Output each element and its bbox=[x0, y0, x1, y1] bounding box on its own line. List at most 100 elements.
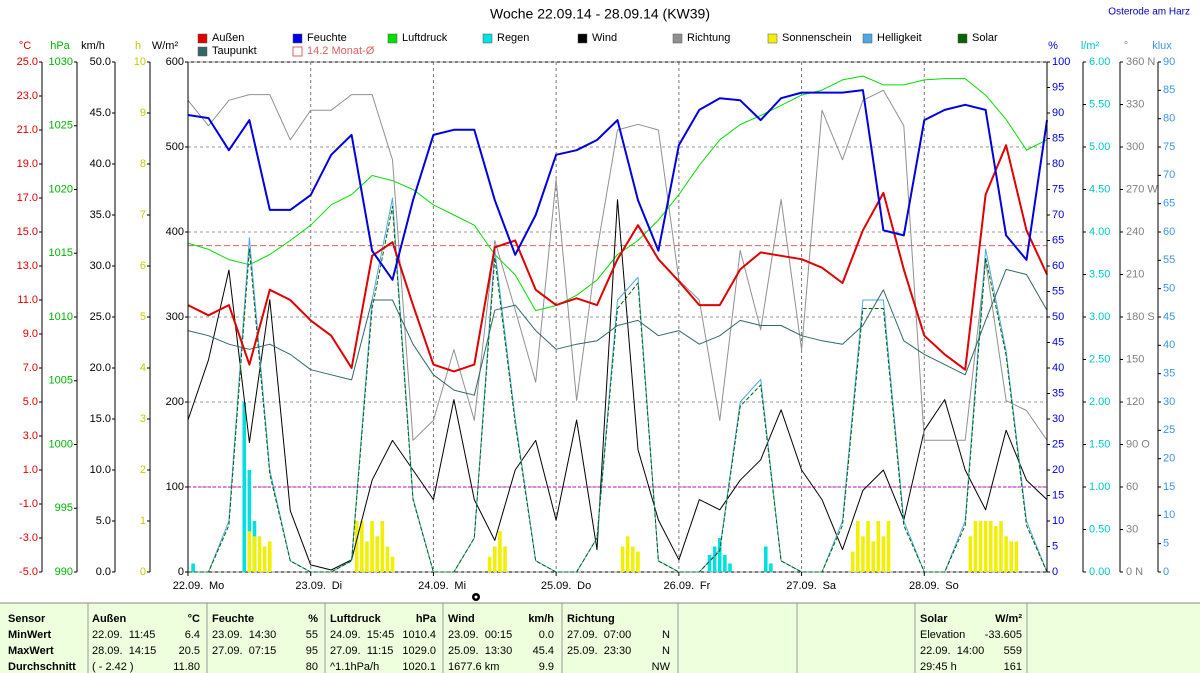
x-tick-label: 26.09. bbox=[664, 580, 695, 592]
axis-unit: °C bbox=[19, 40, 31, 52]
y-tick-label: 0 bbox=[1052, 566, 1058, 578]
y-tick-label: 60 bbox=[1126, 481, 1138, 493]
y-tick-label: 23.0 bbox=[17, 90, 38, 102]
y-tick-label: 240 bbox=[1126, 226, 1144, 238]
bar bbox=[354, 521, 359, 572]
y-tick-label: 200 bbox=[166, 396, 184, 408]
row-label: MaxWert bbox=[8, 645, 54, 657]
bar bbox=[707, 555, 712, 572]
y-tick-label: 50.0 bbox=[90, 56, 111, 68]
y-tick-label: 995 bbox=[55, 502, 73, 514]
y-tick-label: 25 bbox=[1052, 438, 1064, 450]
table-cell: 22.09. 11:45 bbox=[92, 629, 155, 641]
table-cell-value: 11.80 bbox=[173, 661, 200, 673]
bar bbox=[365, 541, 369, 572]
bar bbox=[268, 541, 272, 572]
table-cell: 23.09. 14:30 bbox=[212, 629, 276, 641]
y-tick-label: 1.00 bbox=[1089, 481, 1110, 493]
y-tick-label: 75 bbox=[1052, 183, 1064, 195]
table-header: Außen bbox=[92, 613, 127, 625]
bar bbox=[625, 536, 630, 572]
axis-unit: l/m² bbox=[1081, 40, 1100, 52]
table-cell-value: 20.5 bbox=[179, 645, 200, 657]
table-header-unit: W/m² bbox=[995, 613, 1022, 625]
table-header: Feuchte bbox=[212, 613, 254, 625]
table-header: Luftdruck bbox=[330, 613, 382, 625]
bar bbox=[242, 402, 247, 572]
legend-swatch bbox=[862, 33, 873, 44]
y-tick-label: 3 bbox=[140, 413, 146, 425]
axis-layer: °C25.023.021.019.017.015.013.011.09.07.0… bbox=[17, 40, 1176, 592]
y-tick-label: 15.0 bbox=[17, 226, 38, 238]
y-tick-label: 15 bbox=[1052, 489, 1064, 501]
table-header: Solar bbox=[920, 613, 948, 625]
table-header-unit: % bbox=[308, 613, 318, 625]
legend-label: Regen bbox=[497, 32, 529, 44]
y-tick-label: 50 bbox=[1052, 311, 1064, 323]
series-line bbox=[187, 89, 1048, 281]
table-cell: 25.09. 13:30 bbox=[448, 645, 512, 657]
y-tick-label: 300 bbox=[1126, 141, 1144, 153]
bar bbox=[994, 526, 998, 572]
series-line bbox=[188, 206, 1048, 573]
y-tick-label: 1030 bbox=[49, 56, 73, 68]
y-tick-label: 120 bbox=[1126, 396, 1144, 408]
y-tick-label: 35 bbox=[1163, 368, 1175, 380]
bar bbox=[247, 470, 252, 572]
weekday-label: Sa bbox=[823, 580, 837, 592]
row-label: Durchschnitt bbox=[8, 661, 76, 673]
time-marker-center bbox=[474, 595, 478, 599]
y-tick-label: 0 bbox=[178, 566, 184, 578]
axis-unit: W/m² bbox=[152, 40, 179, 52]
y-tick-label: 1020 bbox=[49, 183, 73, 195]
table-header-unit: km/h bbox=[528, 613, 554, 625]
y-tick-label: 30 bbox=[1126, 523, 1138, 535]
y-tick-label: 30.0 bbox=[90, 260, 111, 272]
y-tick-label: 4.00 bbox=[1089, 226, 1110, 238]
y-tick-label: 70 bbox=[1052, 209, 1064, 221]
y-tick-label: 4 bbox=[140, 362, 146, 374]
y-tick-label: 15 bbox=[1163, 481, 1175, 493]
y-tick-label: 40 bbox=[1052, 362, 1064, 374]
bar bbox=[728, 563, 732, 572]
y-tick-label: 13.0 bbox=[17, 260, 38, 272]
y-tick-label: 6.00 bbox=[1089, 56, 1110, 68]
y-tick-label: 0 bbox=[1163, 566, 1169, 578]
legend-swatch bbox=[197, 33, 208, 44]
weekday-label: Mo bbox=[209, 580, 224, 592]
y-tick-label: 600 bbox=[166, 56, 184, 68]
bar bbox=[370, 521, 374, 572]
line-layer bbox=[187, 75, 1048, 573]
legend-swatch bbox=[482, 33, 493, 44]
y-tick-label: 55 bbox=[1052, 285, 1064, 297]
table-cell-value: 9.9 bbox=[539, 661, 554, 673]
series-line bbox=[187, 144, 1048, 373]
bar bbox=[636, 551, 640, 572]
y-tick-label: 270 W bbox=[1126, 183, 1158, 195]
bar bbox=[380, 521, 385, 572]
y-tick-label: 1025 bbox=[49, 120, 73, 132]
axis-unit: % bbox=[1048, 40, 1058, 52]
y-tick-label: 990 bbox=[55, 566, 73, 578]
y-tick-label: 10.0 bbox=[90, 464, 111, 476]
y-tick-label: 95 bbox=[1052, 81, 1064, 93]
y-tick-label: 30 bbox=[1163, 396, 1175, 408]
row-label: MinWert bbox=[8, 629, 52, 641]
y-tick-label: 90 bbox=[1163, 56, 1175, 68]
legend-swatch bbox=[957, 33, 968, 44]
table-cell: Elevation bbox=[920, 629, 965, 641]
y-tick-label: 35.0 bbox=[90, 209, 111, 221]
weekday-label: Fr bbox=[700, 580, 711, 592]
chart-title: Woche 22.09.14 - 28.09.14 (KW39) bbox=[490, 6, 710, 22]
y-tick-label: 35 bbox=[1052, 387, 1064, 399]
y-tick-label: 3.0 bbox=[23, 430, 38, 442]
location: Osterode am Harz bbox=[1108, 7, 1190, 18]
y-tick-label: 60 bbox=[1163, 226, 1175, 238]
y-tick-label: 80 bbox=[1163, 113, 1175, 125]
bar bbox=[712, 546, 717, 572]
y-tick-label: 1.50 bbox=[1089, 438, 1110, 450]
bar bbox=[252, 536, 257, 572]
bar bbox=[247, 531, 252, 572]
y-tick-label: 40 bbox=[1163, 339, 1175, 351]
bar bbox=[492, 546, 497, 572]
